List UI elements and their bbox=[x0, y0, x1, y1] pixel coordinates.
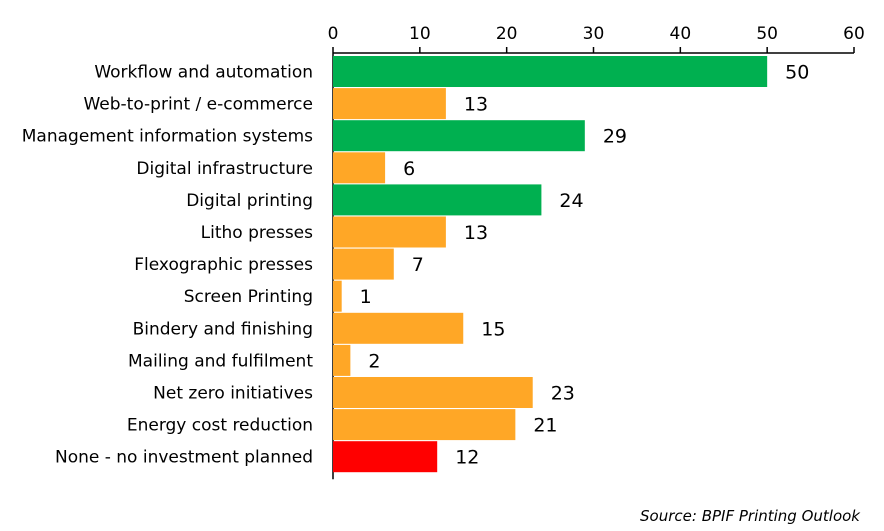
category-label: Mailing and fulfilment bbox=[128, 351, 313, 371]
data-label: 23 bbox=[551, 383, 575, 405]
x-tick-label: 40 bbox=[670, 24, 692, 44]
data-label: 13 bbox=[464, 94, 488, 116]
x-tick-label: 50 bbox=[756, 24, 778, 44]
data-label: 2 bbox=[368, 350, 380, 372]
bar bbox=[333, 152, 386, 184]
x-tick-label: 60 bbox=[843, 24, 865, 44]
x-tick-label: 0 bbox=[328, 24, 339, 44]
category-label: Management information systems bbox=[22, 127, 313, 147]
bar bbox=[333, 344, 351, 376]
source-note: Source: BPIF Printing Outlook bbox=[640, 507, 860, 525]
bar bbox=[333, 56, 768, 87]
data-label: 6 bbox=[403, 158, 415, 180]
category-label: Digital printing bbox=[186, 191, 313, 211]
bar bbox=[333, 312, 464, 344]
category-label: Screen Printing bbox=[184, 287, 313, 307]
bar bbox=[333, 216, 446, 248]
bar bbox=[333, 409, 516, 441]
category-label: None - no investment planned bbox=[55, 448, 313, 468]
category-label: Bindery and finishing bbox=[133, 319, 313, 339]
category-label: Digital infrastructure bbox=[136, 159, 313, 179]
data-label: 21 bbox=[533, 415, 557, 437]
bar bbox=[333, 184, 542, 216]
category-label: Workflow and automation bbox=[94, 63, 313, 83]
category-label: Litho presses bbox=[201, 223, 313, 243]
category-label: Energy cost reduction bbox=[127, 416, 313, 436]
data-label: 29 bbox=[603, 126, 627, 148]
x-tick-label: 20 bbox=[496, 24, 518, 44]
bar bbox=[333, 88, 446, 120]
bar bbox=[333, 441, 438, 473]
data-label: 15 bbox=[481, 318, 505, 340]
category-labels: Workflow and automation Web-to-print / e-… bbox=[22, 63, 314, 468]
bar bbox=[333, 280, 342, 312]
bars bbox=[333, 56, 768, 473]
data-label: 13 bbox=[464, 222, 488, 244]
x-tick-label: 10 bbox=[409, 24, 431, 44]
data-label: 7 bbox=[412, 254, 424, 276]
bar bbox=[333, 248, 394, 280]
data-label: 24 bbox=[559, 190, 583, 212]
data-label: 50 bbox=[785, 62, 809, 84]
category-label: Web-to-print / e-commerce bbox=[83, 95, 313, 115]
bar bbox=[333, 377, 533, 408]
data-label: 1 bbox=[360, 286, 372, 308]
category-label: Flexographic presses bbox=[134, 255, 313, 275]
x-tick-label: 30 bbox=[583, 24, 605, 44]
bar bbox=[333, 120, 585, 152]
category-label: Net zero initiatives bbox=[153, 384, 313, 404]
value-labels: 50 13 29 6 24 13 7 1 15 2 23 21 12 bbox=[360, 62, 810, 469]
data-label: 12 bbox=[455, 447, 479, 469]
